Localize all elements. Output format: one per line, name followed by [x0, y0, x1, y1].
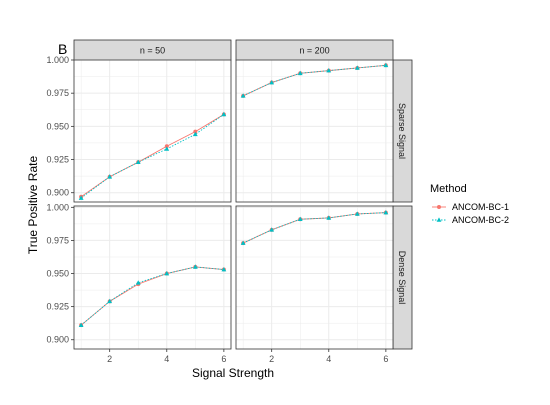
panel-r1-c1-bg [236, 206, 393, 349]
panel-tag: B [58, 41, 67, 57]
legend-title: Method [430, 183, 467, 195]
panel-r0-c0-border [73, 59, 232, 203]
legend-items: ANCOM-BC-1 ANCOM-BC-2 [432, 202, 509, 225]
legend-key-marker [437, 205, 441, 209]
y-tick-label: 0.900 [46, 335, 69, 345]
row-strip-sparse-label: Sparse Signal [397, 103, 407, 159]
legend-item-ancom-bc-2: ANCOM-BC-2 [432, 215, 509, 225]
panel-r1-c1-point-ancom-bc-2 [354, 211, 360, 216]
panel-r0-c0-point-ancom-bc-2 [78, 195, 84, 200]
panel-r1-c1 [235, 205, 394, 350]
y-tick-label: 1.000 [46, 55, 69, 65]
legend-label: ANCOM-BC-2 [452, 215, 509, 225]
panel-r1-c1-line-ancom-bc-2 [242, 212, 386, 244]
legend-label: ANCOM-BC-1 [452, 202, 509, 212]
panel-r1-c0-point-ancom-bc-2 [192, 264, 198, 269]
panel-r0-c1 [235, 59, 394, 203]
panel-r1-c0-line-ancom-bc-2 [80, 266, 224, 326]
panel-r1-c0-point-ancom-bc-2 [107, 298, 113, 304]
panel-r0-c1-bg [236, 60, 393, 202]
x-axis-title: Signal Strength [192, 366, 274, 380]
column-strip-n200-label: n = 200 [299, 46, 329, 56]
x-tick-label: 4 [326, 354, 331, 364]
panel-r1-c0-point-ancom-bc-2 [78, 322, 84, 327]
y-tick-label: 1.000 [46, 202, 69, 212]
y-axis-title: True Positive Rate [26, 156, 40, 255]
panel-r0-c0-point-ancom-bc-1 [164, 144, 169, 149]
x-tick-label: 2 [107, 354, 112, 364]
x-tick-labels: 2 4 6 2 4 6 [107, 349, 388, 364]
panel-r1-c1-point-ancom-bc-2 [326, 215, 332, 220]
y-tick-labels: 1.000 0.975 0.950 0.925 0.900 1.000 0.975 0.950… [46, 55, 74, 345]
panel-r1-c0-bg [74, 206, 231, 349]
x-tick-label: 6 [221, 354, 226, 364]
y-tick-label: 0.975 [46, 88, 69, 98]
legend-item-ancom-bc-1: ANCOM-BC-1 [432, 202, 509, 212]
panel-r0-c0-point-ancom-bc-2 [107, 174, 113, 179]
row-strip-dense: Dense Signal [392, 205, 413, 350]
panel-r0-c0-point-ancom-bc-2 [135, 159, 141, 164]
panel-r1-c0 [73, 205, 232, 350]
panel-r0-c1-point-ancom-bc-2 [240, 93, 246, 98]
panel-r0-c0 [73, 59, 232, 203]
y-tick-label: 0.950 [46, 121, 69, 131]
panel-r0-c0-point-ancom-bc-1 [193, 129, 198, 134]
panel-r0-c1-border [235, 59, 394, 203]
y-tick-label: 0.925 [46, 302, 69, 312]
panel-r1-c1-point-ancom-bc-2 [297, 216, 303, 222]
row-strip-dense-label: Dense Signal [397, 251, 407, 305]
column-strip-n50: n = 50 [73, 39, 232, 61]
panel-r0-c1-line-ancom-bc-2 [242, 64, 386, 97]
legend: Method ANCOM-BC-1 ANCOM-BC-2 [430, 183, 509, 225]
panel-r0-c0-point-ancom-bc-2 [221, 111, 227, 117]
panel-r1-c1-border [235, 205, 394, 350]
chart-panels [73, 59, 394, 350]
panel-r0-c0-point-ancom-bc-2 [164, 146, 170, 151]
panel-r1-c1-point-ancom-bc-2 [383, 210, 389, 215]
panel-r1-c0-border [73, 205, 232, 350]
panel-r0-c1-point-ancom-bc-2 [354, 65, 360, 70]
legend-key-marker [436, 217, 442, 222]
panel-r0-c1-point-ancom-bc-2 [297, 70, 303, 76]
panel-r1-c1-point-ancom-bc-2 [240, 240, 246, 245]
panel-r0-c0-bg [74, 60, 231, 202]
y-tick-label: 0.925 [46, 155, 69, 165]
row-strip-sparse: Sparse Signal [392, 59, 413, 203]
x-tick-label: 2 [269, 354, 274, 364]
y-tick-label: 0.900 [46, 188, 69, 198]
panel-r1-c0-point-ancom-bc-2 [164, 270, 170, 276]
panel-r0-c1-point-ancom-bc-2 [383, 62, 389, 68]
column-strip-n200: n = 200 [235, 39, 394, 61]
panel-r0-c1-point-ancom-bc-2 [326, 68, 332, 73]
column-strip-n50-label: n = 50 [140, 46, 165, 56]
x-tick-label: 4 [164, 354, 169, 364]
panel-r1-c0-point-ancom-bc-2 [221, 266, 227, 272]
panel-r1-c1-point-ancom-bc-2 [269, 227, 275, 232]
panel-r0-c0-line-ancom-bc-1 [80, 114, 225, 198]
y-tick-label: 0.950 [46, 269, 69, 279]
y-tick-label: 0.975 [46, 235, 69, 245]
panel-r0-c1-point-ancom-bc-2 [269, 79, 275, 85]
x-tick-label: 6 [383, 354, 388, 364]
panel-r0-c0-point-ancom-bc-2 [192, 131, 198, 137]
panel-r1-c0-point-ancom-bc-2 [135, 280, 141, 285]
